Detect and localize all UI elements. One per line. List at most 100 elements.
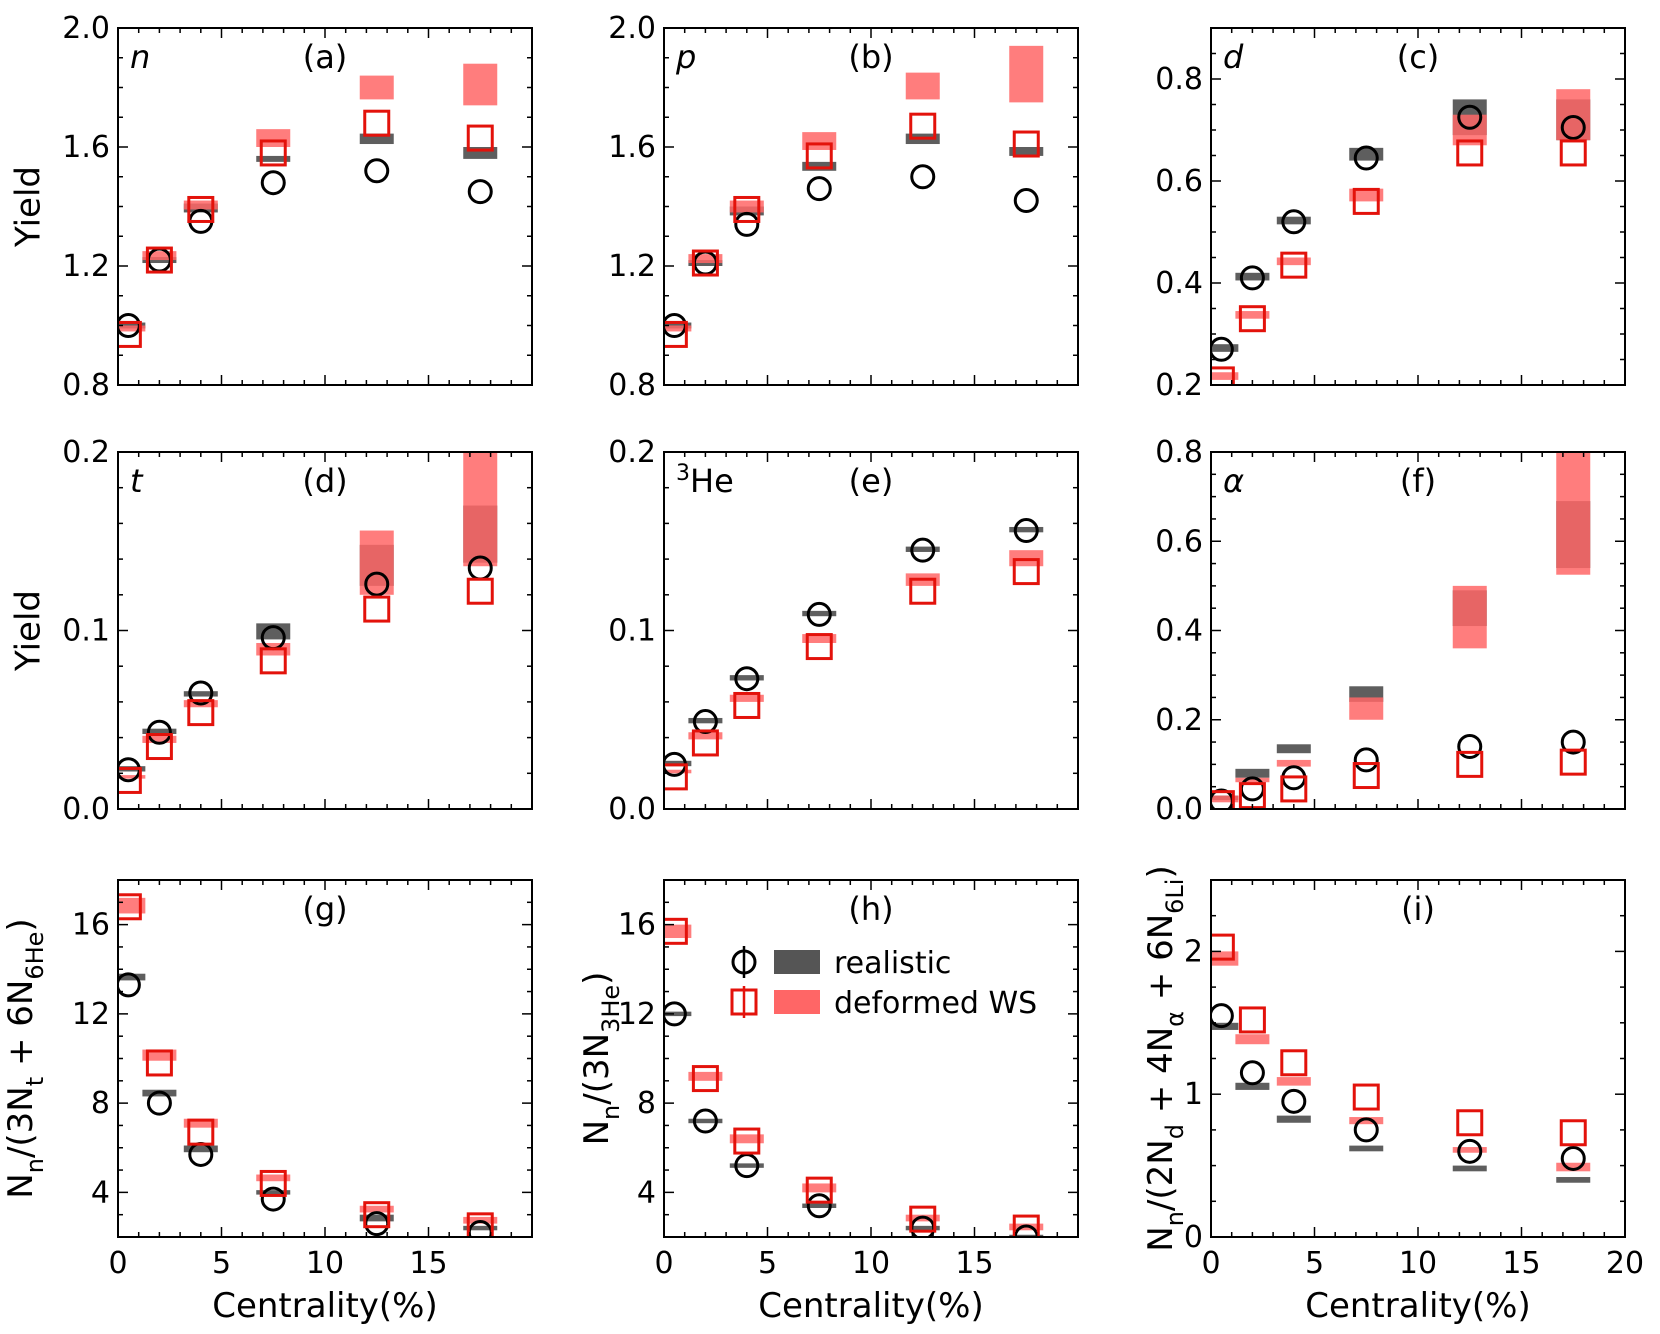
band-realistic-g-0 bbox=[118, 973, 146, 981]
point-deformed-d-0 bbox=[118, 766, 142, 794]
point-realistic-g-0 bbox=[118, 972, 141, 998]
panel-tag: (a) bbox=[303, 38, 348, 76]
point-deformed-b-4 bbox=[909, 112, 937, 140]
point-realistic-g-3 bbox=[260, 1186, 286, 1212]
legend-marker-square bbox=[730, 988, 758, 1016]
panel-tag: (i) bbox=[1401, 890, 1435, 928]
point-deformed-b-3 bbox=[805, 142, 833, 170]
point-realistic-e-1 bbox=[692, 709, 718, 735]
markers-a bbox=[118, 109, 494, 348]
point-deformed-i-3 bbox=[1352, 1083, 1380, 1111]
ytick-label: 0.8 bbox=[1155, 62, 1203, 97]
panel-d: 0.0 0.1 0.2 Yield t (d) bbox=[9, 435, 533, 827]
point-realistic-f-5 bbox=[1560, 729, 1586, 755]
band-realistic-a-4 bbox=[359, 133, 394, 145]
band-deformed-e-0 bbox=[664, 769, 692, 774]
point-deformed-g-5 bbox=[466, 1212, 494, 1237]
ytick-label: 1.6 bbox=[608, 130, 656, 165]
band-realistic-i-4 bbox=[1452, 1165, 1487, 1172]
point-realistic-a-4 bbox=[364, 158, 390, 184]
ytick-label: 1 bbox=[1184, 1077, 1203, 1112]
band-deformed-a-2 bbox=[183, 200, 218, 210]
point-deformed-b-5 bbox=[1012, 130, 1040, 158]
point-deformed-h-0 bbox=[664, 917, 688, 945]
band-realistic-e-2 bbox=[729, 675, 764, 681]
point-realistic-e-2 bbox=[734, 666, 760, 692]
point-realistic-h-3 bbox=[806, 1193, 832, 1219]
point-deformed-h-1 bbox=[691, 1065, 719, 1093]
band-deformed-f-1 bbox=[1235, 777, 1270, 783]
ytick-label: 0.8 bbox=[608, 368, 656, 403]
point-deformed-g-1 bbox=[145, 1049, 173, 1077]
panel-b: 0.8 1.2 1.6 2.0 p (b) bbox=[608, 11, 1079, 403]
ytick-label: 0.8 bbox=[62, 368, 110, 403]
band-deformed-g-4 bbox=[359, 1205, 394, 1213]
xtick-label: 0 bbox=[1201, 1246, 1220, 1281]
point-realistic-f-3 bbox=[1353, 747, 1379, 773]
band-deformed-c-1 bbox=[1235, 311, 1270, 319]
point-realistic-c-0 bbox=[1211, 336, 1234, 362]
point-deformed-h-5 bbox=[1012, 1214, 1040, 1237]
point-deformed-c-2 bbox=[1280, 251, 1308, 279]
ytick-label: 12 bbox=[72, 997, 110, 1032]
point-realistic-c-1 bbox=[1239, 265, 1265, 291]
band-deformed-a-1 bbox=[142, 251, 177, 261]
point-deformed-f-5 bbox=[1559, 748, 1587, 776]
band-deformed-a-3 bbox=[256, 129, 291, 147]
point-realistic-i-4 bbox=[1457, 1138, 1483, 1164]
x-axis-title: Centrality(%) bbox=[1305, 1286, 1531, 1326]
band-realistic-d-2 bbox=[183, 691, 218, 697]
point-realistic-h-0 bbox=[664, 1001, 687, 1027]
point-deformed-d-3 bbox=[259, 647, 287, 675]
ytick-label: 1.2 bbox=[608, 249, 656, 284]
point-deformed-d-5 bbox=[466, 577, 494, 605]
point-deformed-e-3 bbox=[805, 633, 833, 661]
band-realistic-d-3 bbox=[256, 623, 291, 640]
markers-d bbox=[118, 555, 494, 794]
band-deformed-e-2 bbox=[729, 694, 764, 702]
xtick-label: 20 bbox=[1606, 1246, 1644, 1281]
band-deformed-g-2 bbox=[183, 1118, 218, 1128]
markers-h bbox=[664, 917, 1040, 1237]
band-realistic-a-3 bbox=[256, 155, 291, 162]
xtick-label: 5 bbox=[1305, 1246, 1324, 1281]
point-realistic-f-4 bbox=[1457, 734, 1483, 760]
point-realistic-d-4 bbox=[364, 571, 390, 597]
point-deformed-g-3 bbox=[259, 1169, 287, 1197]
panel-tag: (b) bbox=[848, 38, 893, 76]
point-deformed-a-1 bbox=[145, 246, 173, 274]
band-realistic-c-1 bbox=[1235, 272, 1270, 281]
band-deformed-f-3 bbox=[1349, 697, 1384, 720]
ytick-label: 0.1 bbox=[608, 614, 656, 649]
point-realistic-a-3 bbox=[260, 170, 286, 196]
panel-e: 0.0 0.1 0.2 3He (e) bbox=[608, 435, 1079, 827]
band-deformed-h-2 bbox=[729, 1134, 764, 1144]
point-realistic-b-5 bbox=[1013, 188, 1039, 214]
ytick-label: 0.6 bbox=[1155, 164, 1203, 199]
band-realistic-h-4 bbox=[905, 1225, 940, 1231]
legend-marker-circle bbox=[731, 949, 757, 975]
xtick-label: 10 bbox=[1399, 1246, 1437, 1281]
markers-c bbox=[1211, 104, 1587, 385]
band-deformed-i-5 bbox=[1556, 1162, 1591, 1172]
panel-g: 4 8 12 16 0 5 10 15 Centrality(%) Nn/(3Nt + 6N6He… bbox=[1, 879, 533, 1326]
point-realistic-c-4 bbox=[1457, 104, 1483, 130]
point-deformed-i-5 bbox=[1559, 1119, 1587, 1147]
legend: realistic deformed WS bbox=[730, 946, 1037, 1021]
band-realistic-g-3 bbox=[256, 1190, 291, 1195]
band-deformed-i-2 bbox=[1276, 1077, 1311, 1086]
band-realistic-h-5 bbox=[1009, 1234, 1044, 1237]
panel-tag: (e) bbox=[849, 462, 894, 500]
ytick-label: 0.2 bbox=[62, 435, 110, 470]
panel-c: 0.2 0.4 0.6 0.8 d (c) bbox=[1155, 27, 1626, 403]
bands-e bbox=[664, 526, 1044, 774]
ytick-label: 0.0 bbox=[62, 792, 110, 827]
point-deformed-e-2 bbox=[733, 691, 761, 719]
markers-e bbox=[664, 518, 1040, 791]
point-realistic-e-3 bbox=[806, 601, 832, 627]
panel-tag: (d) bbox=[302, 462, 347, 500]
ytick-label: 16 bbox=[72, 908, 110, 943]
point-realistic-i-3 bbox=[1353, 1117, 1379, 1143]
band-deformed-g-0 bbox=[118, 897, 146, 914]
